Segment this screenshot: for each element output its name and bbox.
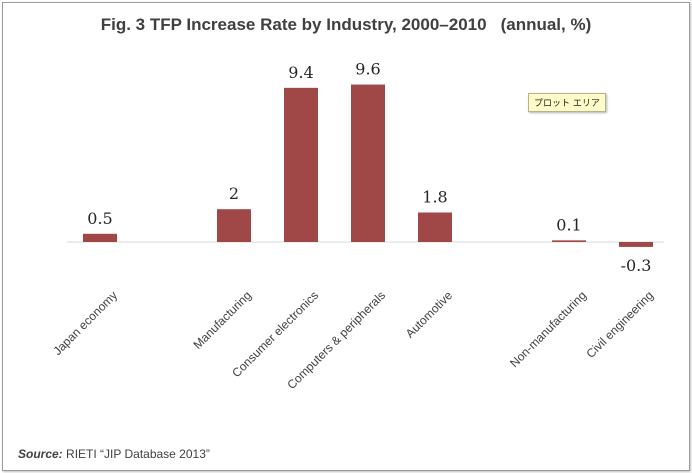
chart-title-text: Fig. 3 TFP Increase Rate by Industry, 20…	[100, 15, 487, 34]
bar	[552, 240, 586, 242]
bar	[351, 84, 385, 242]
bar	[284, 87, 318, 242]
chart-unit-label: (annual, %)	[500, 15, 592, 34]
data-label: 9.4	[288, 63, 313, 82]
source-text: RIETI “JIP Database 2013”	[62, 447, 210, 461]
data-label: 0.1	[556, 215, 581, 234]
category-label: Automotive	[403, 288, 456, 341]
category-label: Manufacturing	[190, 288, 254, 352]
bar	[83, 233, 117, 242]
data-label: -0.3	[621, 256, 652, 275]
chart-title: Fig. 3 TFP Increase Rate by Industry, 20…	[0, 15, 692, 35]
plot-area-tooltip: プロット エリア	[528, 93, 606, 112]
bar	[217, 209, 251, 242]
source-note: Source: RIETI “JIP Database 2013”	[18, 447, 210, 461]
data-label: 2	[229, 184, 239, 203]
data-label: 0.5	[87, 209, 112, 228]
bar	[418, 212, 452, 242]
category-label: Non-manufacturing	[507, 288, 589, 370]
category-label: Japan economy	[50, 288, 120, 358]
bar	[619, 242, 653, 247]
data-label: 1.8	[422, 187, 447, 206]
category-label: Civil engineering	[583, 288, 656, 361]
source-label: Source:	[18, 447, 63, 461]
data-label: 9.6	[355, 60, 380, 79]
